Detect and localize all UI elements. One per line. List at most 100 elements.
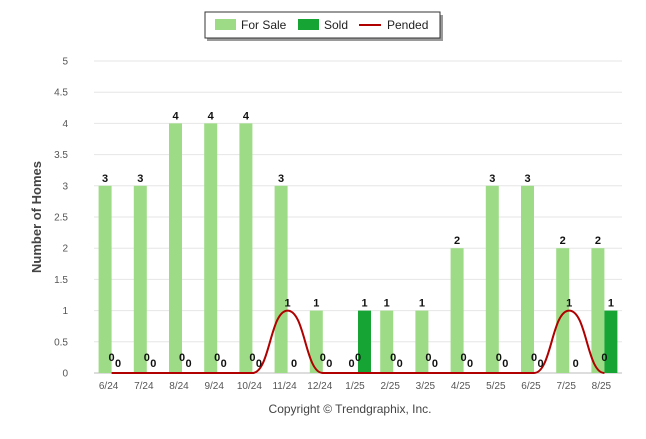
data-label-pended: 0 <box>461 352 467 364</box>
y-tick-label: 0.5 <box>54 337 68 348</box>
data-label-for-sale: 3 <box>524 173 530 185</box>
bar-for-sale <box>415 310 429 373</box>
data-label-sold: 0 <box>326 358 332 370</box>
data-label-for-sale: 1 <box>419 298 425 310</box>
y-axis-ticks: 0 0.5 1 1.5 2 2.5 3 3.5 4 4.5 5 <box>54 57 68 380</box>
data-label-pended: 0 <box>214 352 220 364</box>
x-tick-label: 8/24 <box>169 381 189 392</box>
x-tick-label: 4/25 <box>451 381 471 392</box>
data-label-for-sale: 3 <box>489 173 495 185</box>
data-label-for-sale: 1 <box>313 298 319 310</box>
bar-for-sale <box>521 185 534 373</box>
data-label-for-sale: 2 <box>595 235 601 247</box>
x-tick-label: 10/24 <box>237 381 262 392</box>
legend-pended-label: Pended <box>387 18 428 32</box>
data-label-for-sale: 4 <box>243 110 250 122</box>
data-label-sold: 0 <box>467 358 473 370</box>
bar-for-sale <box>309 310 323 373</box>
bar-for-sale <box>239 123 253 374</box>
y-tick-label: 0 <box>62 369 68 380</box>
x-tick-label: 7/24 <box>134 381 154 392</box>
x-tick-label: 7/25 <box>556 381 576 392</box>
y-axis-title: Number of Homes <box>29 161 44 273</box>
bar-for-sale <box>133 185 147 373</box>
bar-for-sale <box>450 248 464 373</box>
data-label-sold: 0 <box>256 358 262 370</box>
data-label-sold: 1 <box>361 298 367 310</box>
bar-for-sale <box>556 248 570 373</box>
legend-sold-label: Sold <box>324 18 348 32</box>
data-label-pended: 1 <box>285 298 291 310</box>
data-label-pended: 0 <box>249 352 255 364</box>
bar-for-sale <box>274 185 288 373</box>
x-tick-label: 5/25 <box>486 381 506 392</box>
data-label-pended: 1 <box>566 298 572 310</box>
data-label-sold: 0 <box>573 358 579 370</box>
bar-sold <box>604 310 618 373</box>
data-label-sold: 1 <box>608 298 614 310</box>
y-tick-label: 1 <box>62 306 68 317</box>
bar-for-sale <box>380 310 394 373</box>
data-label-sold: 0 <box>537 358 543 370</box>
y-tick-label: 5 <box>62 57 68 68</box>
data-label-for-sale: 3 <box>137 173 143 185</box>
data-label-sold: 0 <box>502 358 508 370</box>
x-tick-label: 12/24 <box>307 381 332 392</box>
y-tick-label: 4.5 <box>54 88 68 99</box>
data-label-pended: 0 <box>144 352 150 364</box>
y-tick-label: 3.5 <box>54 150 68 161</box>
data-label-pended: 0 <box>355 352 361 364</box>
legend-for-sale-swatch <box>215 19 236 30</box>
data-label-pended: 0 <box>179 352 185 364</box>
pended-line-layer <box>111 309 605 374</box>
data-label-sold: 0 <box>185 358 191 370</box>
y-tick-label: 3 <box>62 181 68 192</box>
legend-box <box>204 11 441 39</box>
x-tick-label: 11/24 <box>272 381 297 392</box>
data-label-pended: 0 <box>109 352 115 364</box>
x-tick-label: 1/25 <box>345 381 365 392</box>
x-tick-label: 6/25 <box>521 381 541 392</box>
x-tick-label: 6/24 <box>99 381 119 392</box>
bars <box>98 123 618 374</box>
copyright-text: Copyright © Trendgraphix, Inc. <box>269 402 432 416</box>
data-label-sold: 0 <box>115 358 121 370</box>
bar-for-sale <box>98 185 112 373</box>
legend-for-sale-label: For Sale <box>241 18 287 32</box>
data-label-sold: 0 <box>221 358 227 370</box>
data-label-pended: 0 <box>531 352 537 364</box>
bar-for-sale <box>169 123 182 374</box>
legend: For Sale Sold Pended <box>204 11 443 41</box>
data-label-pended: 0 <box>496 352 502 364</box>
data-label-pended: 0 <box>390 352 396 364</box>
x-tick-label: 2/25 <box>380 381 400 392</box>
data-label-pended: 0 <box>425 352 431 364</box>
y-tick-label: 1.5 <box>54 275 68 286</box>
x-tick-label: 3/25 <box>416 381 436 392</box>
data-label-for-sale: 2 <box>560 235 566 247</box>
data-label-sold: 0 <box>150 358 156 370</box>
bar-for-sale <box>204 123 218 374</box>
data-label-sold: 0 <box>291 358 297 370</box>
data-label-for-sale: 3 <box>278 173 284 185</box>
x-axis-ticks: 6/24 7/24 8/24 9/24 10/24 11/24 12/24 1/25 2/25 3… <box>99 381 612 392</box>
legend-sold-swatch <box>298 19 319 30</box>
data-label-for-sale: 4 <box>208 110 215 122</box>
bar-for-sale <box>485 185 499 373</box>
bar-for-sale <box>591 248 605 373</box>
y-tick-label: 2.5 <box>54 213 68 224</box>
data-label-sold: 0 <box>432 358 438 370</box>
pended-line <box>111 309 605 374</box>
data-label-pended: 0 <box>601 352 607 364</box>
x-tick-label: 8/25 <box>592 381 612 392</box>
y-tick-label: 2 <box>62 244 68 255</box>
data-label-for-sale: 4 <box>172 110 179 122</box>
data-label-for-sale: 3 <box>102 173 108 185</box>
y-tick-label: 4 <box>62 119 68 130</box>
x-tick-label: 9/24 <box>204 381 224 392</box>
data-label-for-sale: 2 <box>454 235 460 247</box>
data-label-sold: 0 <box>397 358 403 370</box>
